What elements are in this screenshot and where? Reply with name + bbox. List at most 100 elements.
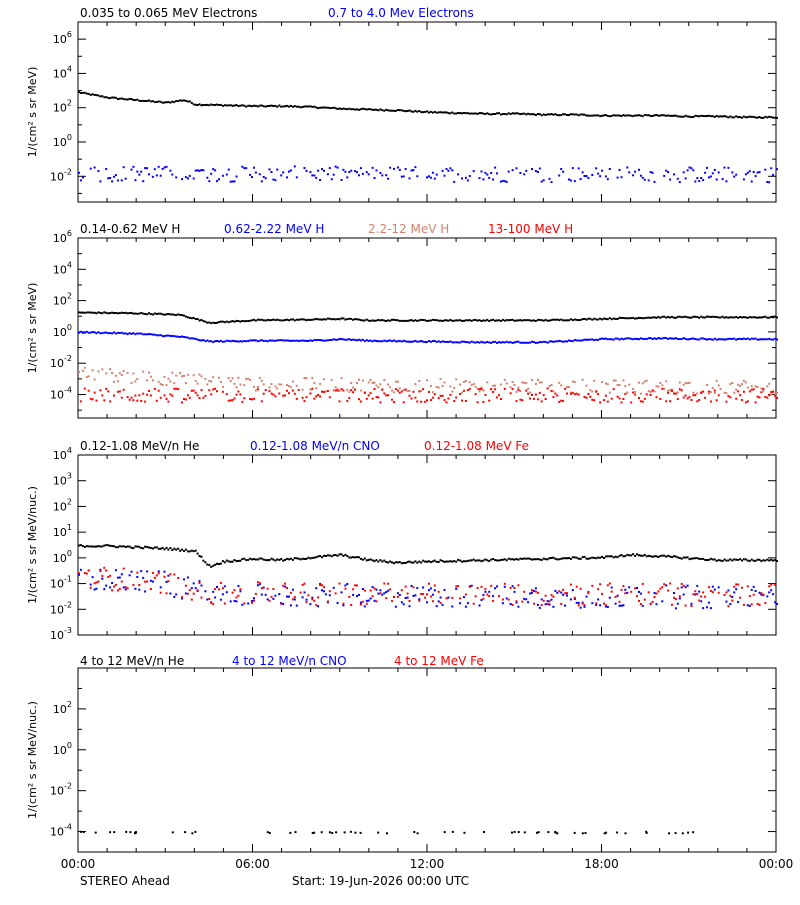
- data-point: [669, 582, 672, 585]
- data-point: [268, 319, 271, 322]
- data-point: [167, 377, 170, 380]
- data-point: [499, 559, 502, 561]
- data-point: [365, 602, 368, 605]
- data-point: [548, 177, 551, 180]
- data-point: [673, 555, 675, 558]
- data-point: [704, 595, 707, 598]
- data-point: [538, 391, 541, 394]
- data-point: [579, 557, 582, 560]
- data-point: [400, 340, 403, 343]
- data-point: [210, 322, 213, 325]
- data-point: [651, 600, 654, 603]
- data-point: [653, 337, 656, 340]
- data-point: [659, 398, 662, 400]
- data-point: [606, 318, 609, 321]
- data-point: [568, 557, 570, 560]
- data-point: [511, 387, 514, 390]
- data-point: [709, 338, 712, 341]
- data-point: [696, 584, 699, 587]
- data-point: [496, 559, 498, 562]
- data-point: [667, 554, 670, 557]
- data-point: [326, 600, 329, 603]
- data-point: [256, 584, 259, 587]
- data-point: [661, 384, 664, 387]
- data-point: [237, 376, 240, 379]
- data-point: [591, 114, 594, 117]
- data-point: [393, 339, 395, 342]
- data-point: [599, 583, 602, 586]
- data-point: [323, 590, 325, 593]
- data-point: [507, 557, 510, 560]
- data-point: [667, 589, 670, 592]
- legend-entry: 0.12-1.08 MeV/n CNO: [250, 439, 380, 453]
- data-point: [760, 560, 763, 563]
- data-point: [237, 594, 240, 597]
- data-point: [332, 338, 335, 341]
- data-point: [453, 400, 456, 402]
- data-point: [548, 603, 551, 606]
- data-point: [391, 561, 393, 564]
- data-point: [618, 338, 621, 341]
- data-point: [593, 399, 596, 402]
- data-point: [663, 114, 666, 117]
- data-point: [383, 339, 386, 342]
- data-point: [299, 318, 302, 321]
- data-point: [361, 319, 364, 322]
- data-point: [270, 339, 273, 342]
- data-point: [149, 546, 152, 549]
- data-point: [342, 604, 345, 607]
- data-point: [344, 587, 347, 590]
- data-point: [632, 174, 635, 177]
- data-point: [153, 312, 156, 315]
- data-point: [299, 339, 302, 342]
- data-point: [95, 399, 98, 402]
- data-point: [212, 388, 215, 391]
- data-point: [321, 106, 323, 109]
- data-point: [750, 316, 753, 319]
- data-point: [476, 388, 479, 390]
- data-point: [363, 589, 366, 592]
- data-point: [262, 105, 265, 108]
- data-point: [569, 557, 572, 560]
- data-point: [698, 115, 701, 118]
- data-point: [134, 587, 137, 590]
- data-point: [311, 318, 314, 321]
- data-point: [470, 559, 473, 562]
- data-point: [122, 98, 125, 101]
- data-point: [558, 381, 561, 384]
- data-point: [420, 111, 423, 114]
- data-point: [476, 112, 479, 115]
- data-point: [581, 318, 584, 321]
- data-point: [148, 99, 150, 102]
- data-point: [301, 106, 304, 108]
- data-point: [326, 339, 329, 342]
- data-point: [400, 109, 403, 112]
- data-point: [632, 115, 635, 118]
- data-point: [309, 557, 312, 560]
- data-point: [653, 592, 656, 595]
- data-point: [169, 592, 172, 595]
- data-point: [647, 179, 650, 182]
- data-point: [725, 591, 728, 594]
- data-point: [482, 112, 485, 115]
- data-point: [146, 580, 149, 583]
- data-point: [307, 318, 310, 321]
- data-point: [324, 390, 327, 393]
- data-point: [186, 394, 189, 397]
- data-point: [533, 319, 535, 322]
- data-point: [704, 338, 707, 340]
- data-point: [573, 831, 576, 834]
- series-0-62-2-22-mev-h: [78, 330, 778, 344]
- data-point: [453, 319, 456, 322]
- data-point: [564, 340, 567, 343]
- data-point: [181, 596, 183, 599]
- data-point: [235, 340, 238, 343]
- data-point: [439, 394, 442, 397]
- data-point: [354, 584, 357, 587]
- data-point: [387, 589, 390, 592]
- data-point: [665, 169, 668, 172]
- data-point: [643, 553, 646, 556]
- data-point: [85, 545, 88, 548]
- data-point: [447, 112, 450, 115]
- data-point: [595, 318, 598, 321]
